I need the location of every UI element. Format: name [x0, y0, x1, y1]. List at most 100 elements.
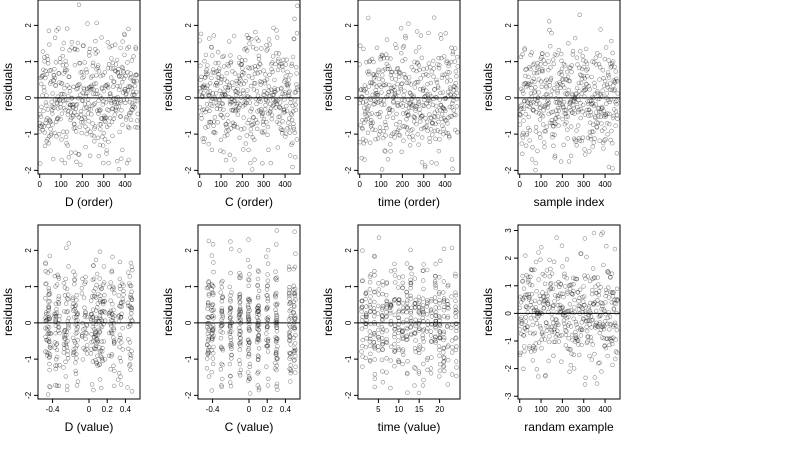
data-point: [424, 66, 430, 71]
data-point: [564, 329, 569, 334]
data-point: [380, 291, 385, 297]
data-point: [556, 71, 562, 76]
data-point: [79, 291, 85, 296]
data-point: [554, 111, 560, 117]
data-point: [442, 72, 447, 77]
data-point: [39, 124, 44, 130]
data-point: [426, 97, 432, 103]
data-point: [249, 122, 254, 128]
data-point: [84, 131, 89, 137]
data-point: [412, 276, 417, 281]
data-point: [394, 66, 400, 72]
data-point: [212, 114, 218, 120]
data-point: [404, 310, 409, 315]
data-point: [542, 128, 547, 134]
data-point: [50, 122, 55, 127]
data-point: [118, 301, 124, 306]
data-point: [420, 315, 425, 320]
data-point: [101, 99, 106, 104]
data-point: [94, 66, 99, 72]
data-point: [421, 262, 426, 267]
data-point: [556, 108, 562, 113]
data-point: [384, 310, 389, 315]
data-point: [440, 105, 446, 111]
data-point: [248, 160, 253, 166]
data-point: [112, 101, 117, 106]
data-point: [379, 90, 384, 95]
data-point: [269, 67, 274, 72]
data-point: [607, 314, 613, 319]
data-point: [525, 81, 531, 86]
data-point: [46, 288, 52, 294]
data-point: [441, 116, 447, 121]
data-points: [517, 12, 620, 173]
data-point: [64, 129, 70, 135]
data-point: [41, 124, 46, 129]
data-point: [67, 105, 73, 110]
data-point: [87, 53, 92, 58]
data-point: [419, 126, 424, 132]
data-point: [389, 344, 394, 349]
data-point: [400, 361, 405, 367]
data-point: [519, 106, 524, 111]
data-point: [540, 51, 545, 56]
data-point: [454, 96, 460, 102]
y-tick-label: -2: [344, 391, 353, 399]
data-point: [220, 54, 225, 60]
data-point: [596, 61, 602, 67]
data-point: [443, 96, 449, 101]
data-point: [71, 84, 76, 90]
data-point: [592, 136, 597, 141]
data-point: [405, 112, 411, 117]
data-point: [47, 367, 52, 373]
data-point: [367, 279, 373, 285]
data-point: [376, 303, 381, 309]
data-point: [534, 367, 539, 372]
data-point: [560, 104, 566, 110]
data-point: [45, 115, 50, 121]
data-point: [218, 290, 223, 295]
data-point: [41, 84, 47, 90]
data-point: [103, 83, 108, 88]
data-point: [378, 56, 383, 62]
data-point: [430, 132, 435, 137]
data-point: [588, 113, 593, 118]
data-point: [83, 144, 88, 150]
data-point: [548, 65, 553, 70]
data-point: [219, 101, 225, 106]
y-tick-label: 1: [184, 284, 193, 289]
data-point: [520, 273, 525, 279]
data-point: [228, 270, 233, 276]
data-point: [578, 80, 584, 86]
data-point: [79, 286, 85, 291]
data-point: [128, 75, 133, 81]
data-point: [589, 102, 594, 107]
data-point: [372, 372, 377, 377]
data-point: [523, 73, 528, 79]
data-point: [571, 105, 576, 111]
data-point: [400, 274, 405, 279]
data-point: [256, 269, 261, 274]
data-point: [372, 92, 378, 97]
data-point: [96, 98, 101, 103]
y-axis-label: residuals: [161, 288, 175, 336]
data-point: [382, 66, 388, 72]
data-point: [404, 117, 409, 122]
data-point: [394, 45, 399, 51]
data-point: [284, 108, 290, 114]
data-point: [222, 89, 227, 94]
data-point: [408, 91, 413, 96]
data-points: [359, 235, 459, 396]
data-point: [544, 328, 549, 333]
data-point: [373, 91, 379, 96]
data-point: [613, 123, 618, 128]
data-point: [51, 105, 57, 110]
data-point: [531, 99, 536, 105]
data-point: [53, 119, 59, 125]
data-point: [213, 100, 219, 106]
data-point: [400, 280, 405, 286]
data-point: [368, 80, 373, 85]
data-point: [607, 81, 613, 86]
data-point: [592, 351, 597, 357]
